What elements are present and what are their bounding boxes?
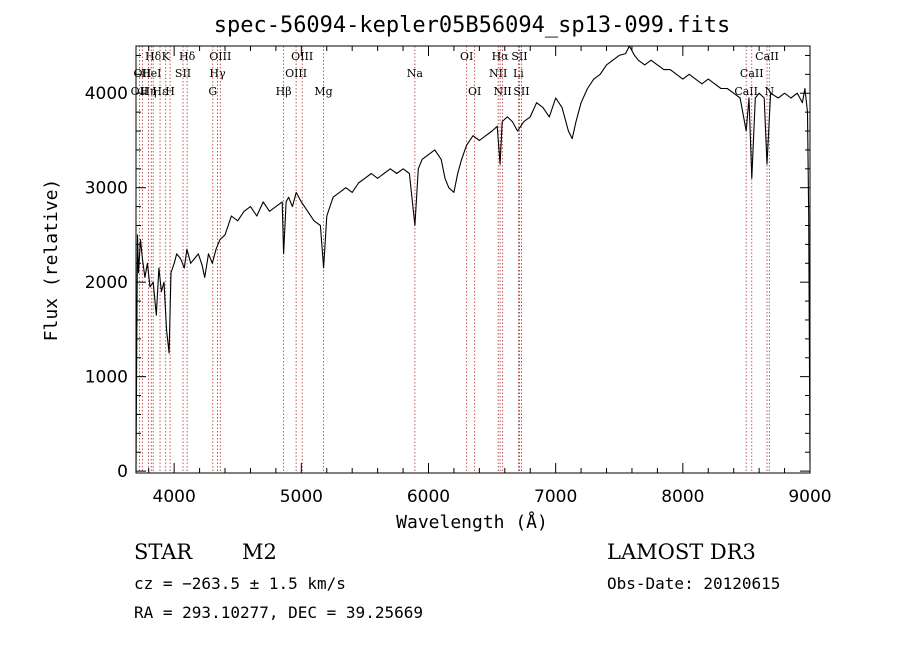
line-label-0-0: OII [131,85,149,98]
line-label-11-0: Hγ [209,67,226,80]
object-class: STAR [134,540,193,564]
survey-name: LAMOST DR3 [607,540,756,564]
line-label-10-0: G [208,85,217,98]
line-label-24-0: SII [511,50,527,63]
line-label-1-0: OII [133,67,151,80]
object-subclass: M2 [242,540,277,564]
spectrum-chart: spec-56094-kepler05B56094_sp13-099.fits … [41,13,832,533]
line-label-25-0: SII [513,85,529,98]
line-label-27-0: CaII [740,67,764,80]
series-line-0 [135,45,811,472]
y-axis: 0 1000 2000 3000 4000 [85,54,810,482]
line-label-17-0: Na [407,67,424,80]
spectrum-series [135,45,811,472]
line-label-21-0: Hα [492,50,510,63]
y-tick-label-1000: 1000 [85,368,128,388]
chart-title: spec-56094-kepler05B56094_sp13-099.fits [214,13,731,38]
line-label-2-0: Hη [140,85,156,98]
line-label-14-0: OIII [285,67,307,80]
x-axis-label: Wavelength (Å) [396,511,548,533]
y-tick-label-3000: 3000 [85,179,128,199]
line-label-22-0: NII [493,85,511,98]
line-label-28-0: CaII [755,50,779,63]
x-tick-label-8000: 8000 [661,487,704,507]
line-label-6-0: K [162,50,171,63]
observation-date: Obs-Date: 20120615 [607,574,781,593]
coordinates: RA = 293.10277, DEC = 39.25669 [134,603,423,622]
line-label-9-0: Hδ [179,50,196,63]
x-tick-label-7000: 7000 [534,487,577,507]
y-axis-label: Flux (relative) [41,179,62,342]
line-label-18-0: OI [460,50,473,63]
x-tick-label-4000: 4000 [153,487,196,507]
x-axis: 4000 5000 6000 7000 8000 9000 [148,46,832,507]
x-tick-label-5000: 5000 [280,487,323,507]
x-tick-label-6000: 6000 [407,487,450,507]
line-label-19-0: OI [468,85,481,98]
x-tick-label-9000: 9000 [788,487,831,507]
line-label-12-0: OIII [209,50,231,63]
line-label-16-0: Mg [314,85,332,98]
redshift-cz: cz = −263.5 ± 1.5 km/s [134,574,346,593]
spectral-line-markers: OIIOIIHηHeIHδHεKHSIIHδGHγOIIIHβOIIIOIIIM… [131,46,779,473]
line-label-29-0: N [764,85,774,98]
line-label-15-0: OIII [291,50,313,63]
line-label-4-0: Hδ [145,50,162,63]
line-label-7-0: H [165,85,175,98]
y-tick-label-4000: 4000 [85,84,128,104]
y-tick-label-2000: 2000 [85,273,128,293]
line-label-3-0: HeI [141,67,161,80]
y-tick-label-0: 0 [117,462,128,482]
line-label-8-0: SII [175,67,191,80]
line-label-5-0: Hε [152,85,168,98]
plot-frame [135,45,811,474]
line-label-13-0: Hβ [276,85,292,98]
line-label-20-0: NII [489,67,507,80]
line-label-23-0: Li [513,67,524,80]
